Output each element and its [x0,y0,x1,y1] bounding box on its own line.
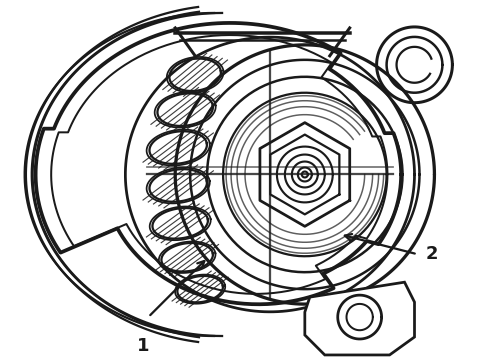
Text: 2: 2 [425,245,438,263]
Polygon shape [305,282,415,355]
Text: 1: 1 [137,337,149,355]
